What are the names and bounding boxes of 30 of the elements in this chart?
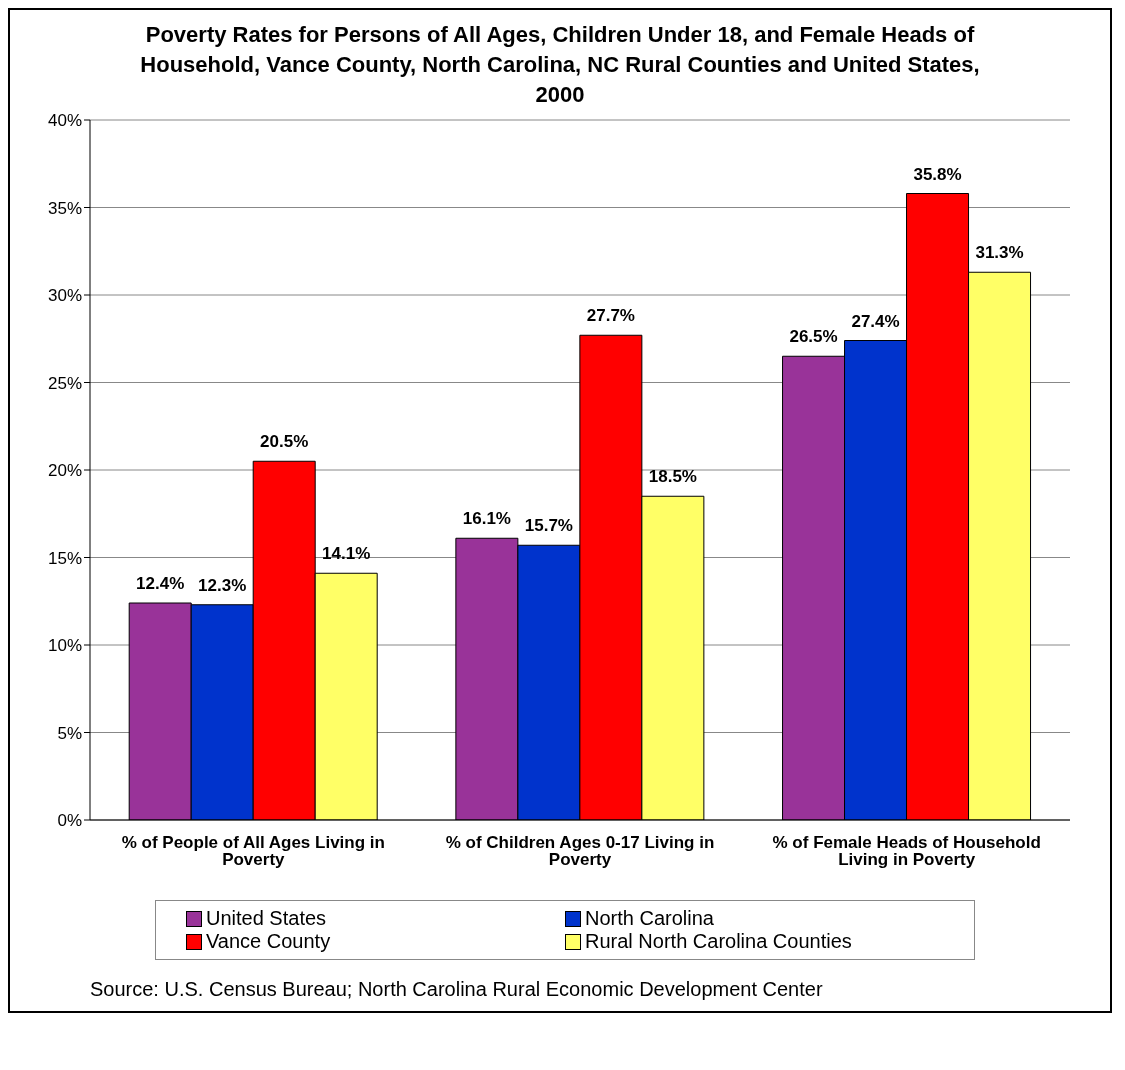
y-tick-label: 15% [47, 548, 82, 568]
legend-label: North Carolina [585, 907, 714, 930]
data-label: 35.8% [913, 164, 962, 184]
data-label: 27.4% [851, 311, 900, 331]
data-label: 12.3% [198, 575, 247, 595]
data-label: 15.7% [524, 516, 573, 536]
data-label: 14.1% [322, 544, 371, 564]
legend-label: Rural North Carolina Counties [585, 930, 852, 953]
data-label: 31.3% [975, 243, 1024, 263]
y-tick-label: 30% [47, 286, 82, 306]
x-tick-label: % of Female Heads of Household Living in Poverty [772, 833, 1041, 870]
data-label: 26.5% [789, 327, 838, 347]
y-tick-label: 20% [47, 461, 82, 481]
data-label: 18.5% [648, 467, 697, 487]
y-tick-label: 35% [47, 198, 82, 218]
data-label: 27.7% [586, 306, 635, 326]
y-tick-label: 5% [57, 723, 82, 743]
y-tick-label: 25% [47, 373, 82, 393]
y-tick-label: 0% [57, 811, 82, 831]
x-tick-label: % of Children Ages 0-17 Living in Poverty [445, 833, 715, 870]
data-label: 16.1% [462, 509, 511, 529]
data-label: 12.4% [136, 574, 185, 593]
x-tick-label: % of People of All Ages Living in Poverty [121, 833, 385, 870]
chart-title: Poverty Rates for Persons of All Ages, Children Under 18, and Female Heads of Household, Vance County, North Carolina, NC Rural Counties and United States, 2000 [139, 21, 981, 109]
legend-label: Vance County [206, 930, 331, 953]
source-note: Source: U.S. Census Bureau; North Carolina Rural Economic Development Center [89, 978, 824, 1001]
legend-label: United States [206, 907, 327, 930]
data-label: 20.5% [260, 432, 309, 452]
y-tick-label: 40% [47, 111, 82, 131]
y-tick-label: 10% [47, 636, 82, 656]
